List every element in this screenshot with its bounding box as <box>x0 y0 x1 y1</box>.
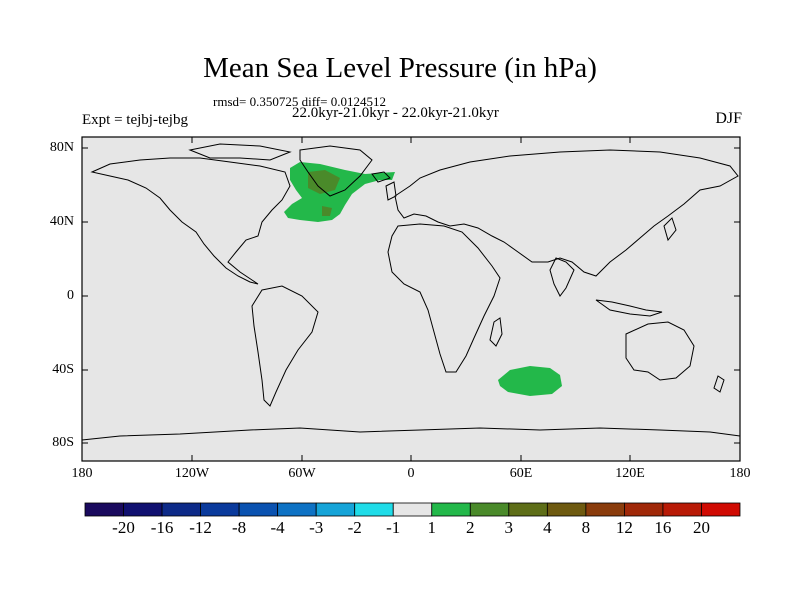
coastline-new-zealand <box>713 375 725 393</box>
coastline-south-america <box>251 285 319 407</box>
period-line: 22.0kyr-21.0kyr - 22.0kyr-21.0kyr <box>292 105 499 121</box>
colorbar-box <box>546 502 587 517</box>
coastline-africa <box>387 223 501 373</box>
colorbar-box <box>431 502 471 517</box>
anomaly-region-north-atlantic-core <box>308 170 340 194</box>
anomaly-region-south-indian <box>498 366 562 396</box>
colorbar-label: -2 <box>347 518 362 537</box>
coastline-eurasia <box>394 149 739 277</box>
coastline-arctic-islands <box>188 143 292 161</box>
colorbar-box <box>238 502 279 517</box>
coastline-british-isles <box>385 181 397 201</box>
season-label: DJF <box>715 110 742 127</box>
lat-label: 80S <box>52 435 74 450</box>
colorbar-label: 12 <box>615 518 633 537</box>
coastline-indonesia <box>595 299 663 317</box>
colorbar <box>84 502 741 517</box>
lat-label: 40S <box>52 362 74 377</box>
lon-label: 60E <box>509 466 533 481</box>
anomaly-region-north-atlantic-core-2 <box>322 206 332 216</box>
coastline-japan <box>663 217 677 242</box>
colorbar-label: 4 <box>543 518 552 537</box>
colorbar-label: 2 <box>466 518 475 537</box>
lon-label: 180 <box>729 466 751 481</box>
colorbar-label: -8 <box>232 518 247 537</box>
coastline-iceland <box>371 171 391 183</box>
colorbar-label: 8 <box>581 518 591 537</box>
lat-label: 0 <box>67 288 74 303</box>
stats-line: rmsd= 0.350725 diff= 0.0124512 <box>213 94 386 109</box>
coastline-india <box>549 257 575 297</box>
colorbar-box <box>701 502 741 517</box>
colorbar-label: 20 <box>693 518 710 537</box>
coastline-north-america <box>90 157 291 285</box>
colorbar-box <box>624 502 664 517</box>
coastline-antarctica <box>81 427 741 441</box>
colorbar-label: 3 <box>504 518 514 537</box>
colorbar-label: -20 <box>112 518 135 537</box>
map-background <box>82 137 740 461</box>
colorbar-box <box>277 502 317 517</box>
lon-label: 180 <box>71 466 93 481</box>
colorbar-box <box>200 502 240 517</box>
colorbar-label: 16 <box>654 518 672 537</box>
colorbar-box <box>123 502 163 517</box>
colorbar-box <box>354 502 394 517</box>
colorbar-label: -12 <box>189 518 212 537</box>
colorbar-box <box>392 502 433 517</box>
lat-label: 80N <box>49 140 74 155</box>
colorbar-box <box>84 502 124 517</box>
colorbar-label: -4 <box>270 518 285 537</box>
lat-label: 40N <box>49 214 74 229</box>
axis-ticks <box>81 137 741 461</box>
coastline-layer <box>81 143 741 441</box>
coastline-greenland <box>299 145 373 197</box>
coastline-madagascar <box>489 317 503 347</box>
colorbar-label: -16 <box>150 518 174 537</box>
colorbar-box <box>469 502 510 517</box>
chart-title: Mean Sea Level Pressure (in hPa) <box>203 52 597 84</box>
experiment-label: Expt = tejbj-tejbg <box>82 112 188 128</box>
lon-label: 60W <box>288 466 316 481</box>
colorbar-box <box>508 502 548 517</box>
colorbar-label: 1 <box>427 518 437 537</box>
colorbar-box <box>585 502 625 517</box>
colorbar-label: -1 <box>386 518 401 537</box>
lon-label: 120W <box>174 466 210 481</box>
colorbar-box <box>315 502 356 517</box>
lon-label: 120E <box>615 466 645 481</box>
colorbar-box <box>161 502 201 517</box>
lon-label: 0 <box>407 466 415 481</box>
colorbar-box <box>662 502 702 517</box>
coastline-australia <box>625 321 695 381</box>
colorbar-label: -3 <box>309 518 324 537</box>
